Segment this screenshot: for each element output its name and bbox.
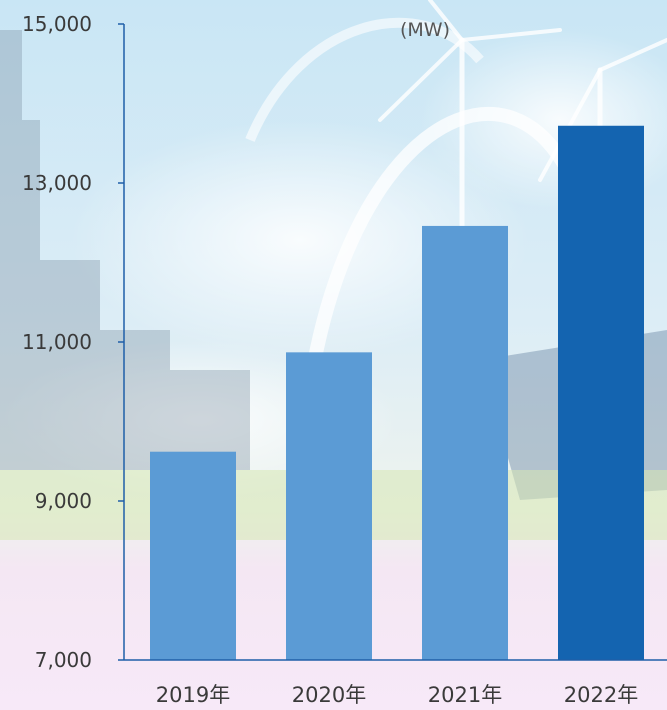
- bar-1: [150, 451, 236, 660]
- x-category-label: 2020年: [292, 683, 366, 707]
- y-tick-label: 15,000: [22, 12, 92, 36]
- y-axis-ticks: 7,000 9,000 11,000 13,000 15,000: [22, 12, 124, 672]
- y-tick-label: 13,000: [22, 171, 92, 195]
- bars-group: [150, 125, 644, 660]
- bar-3: [422, 225, 508, 660]
- bar-4: [558, 125, 644, 660]
- x-axis-labels: 2019年 2020年 2021年 2022年: [156, 683, 638, 707]
- y-tick-label: 9,000: [35, 489, 92, 513]
- x-category-label: 2022年: [564, 683, 638, 707]
- y-tick-label: 11,000: [22, 330, 92, 354]
- x-category-label: 2021年: [428, 683, 502, 707]
- y-tick-label: 7,000: [35, 648, 92, 672]
- bar-2: [286, 352, 372, 660]
- x-category-label: 2019年: [156, 683, 230, 707]
- unit-label: (MW): [400, 19, 450, 41]
